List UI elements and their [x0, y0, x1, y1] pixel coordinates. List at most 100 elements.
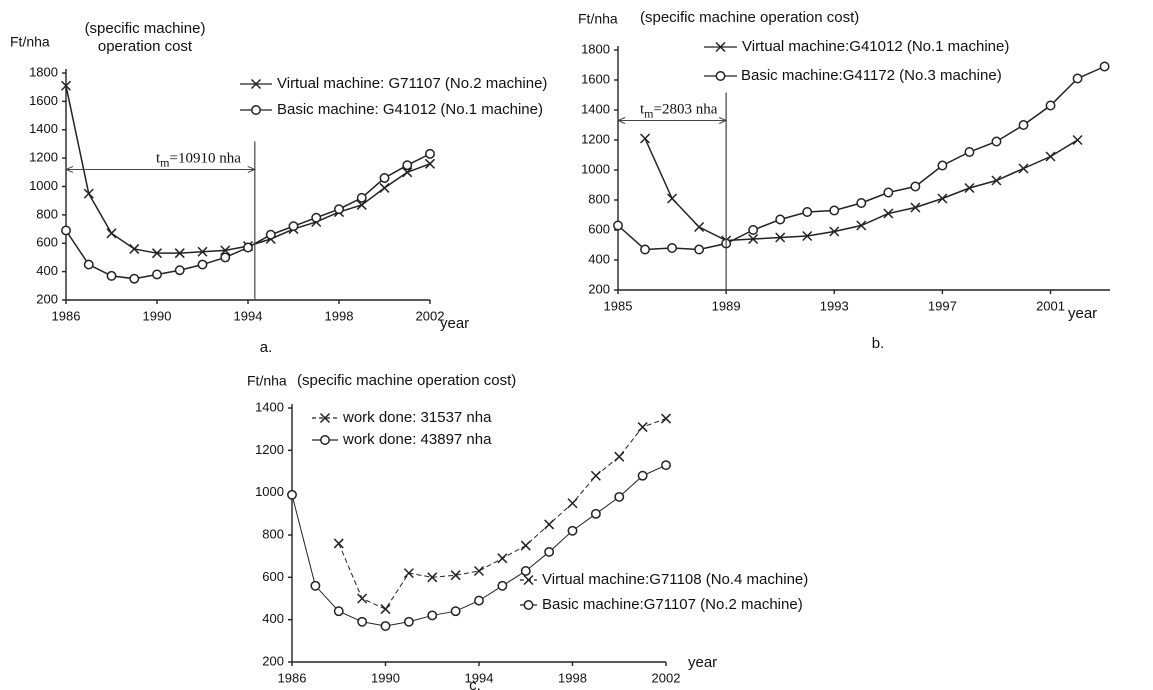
y-axis-note: (specific machine) operation cost — [84, 20, 206, 55]
marker-x — [356, 199, 367, 210]
legend-label: Basic machine: G41012 (No.1 machine) — [277, 101, 543, 118]
y-tick-label: 800 — [588, 191, 610, 206]
y-tick-label: 1000 — [29, 178, 58, 193]
y-tick-label: 1200 — [255, 442, 284, 457]
marker-o — [243, 242, 253, 253]
marker-o — [379, 173, 390, 183]
legend-label: Basic machine:G41172 (No.3 machine) — [741, 67, 1002, 84]
marker-o — [829, 205, 840, 216]
marker-o — [287, 489, 297, 500]
marker-x — [83, 188, 94, 199]
marker-o — [474, 595, 484, 606]
marker-o — [802, 207, 813, 217]
marker-x — [174, 248, 185, 259]
x-axis-label: year — [1068, 305, 1097, 322]
y-tick-label: 600 — [36, 235, 58, 250]
marker-o — [667, 243, 678, 253]
marker-o — [567, 525, 578, 536]
y-tick-label: 1600 — [581, 71, 610, 86]
marker-o — [320, 435, 330, 445]
x-tick-label: 1997 — [928, 298, 957, 313]
marker-x — [424, 158, 436, 169]
marker-o — [523, 600, 534, 610]
marker-o — [613, 220, 623, 231]
marker-x — [520, 540, 531, 551]
y-tick-label: 1000 — [581, 161, 610, 176]
marker-o — [715, 71, 726, 81]
legend-label: work done: 31537 nha — [342, 409, 492, 426]
y-tick-label: 800 — [36, 206, 58, 221]
marker-x — [523, 574, 534, 586]
marker-x — [197, 246, 208, 257]
y-axis-label: Ft/nha — [247, 373, 287, 389]
caption: a. — [260, 339, 273, 356]
y-tick-label: 600 — [262, 569, 284, 584]
marker-o — [590, 508, 601, 519]
marker-o — [83, 259, 94, 270]
marker-o — [356, 192, 367, 203]
legend-label: Basic machine:G71107 (No.2 machine) — [542, 596, 803, 613]
marker-x — [544, 519, 555, 530]
marker-x — [937, 193, 948, 204]
marker-o — [964, 147, 975, 157]
y-tick-label: 200 — [262, 653, 284, 668]
y-tick-label: 400 — [588, 251, 610, 266]
marker-o — [425, 148, 435, 159]
marker-x — [60, 80, 72, 91]
x-tick-label: 1985 — [604, 298, 633, 313]
caption: b. — [872, 335, 885, 352]
marker-x — [856, 220, 867, 231]
legend-label: Virtual machine: G71107 (No.2 machine) — [277, 75, 547, 92]
annotation-label: tm=2803 nha — [640, 102, 718, 120]
marker-o — [403, 616, 414, 627]
y-tick-label: 1800 — [29, 64, 58, 79]
marker-x — [802, 230, 813, 242]
marker-x — [1072, 134, 1083, 146]
marker-o — [614, 491, 625, 502]
marker-o — [1099, 61, 1110, 72]
x-tick-label: 1986 — [278, 670, 307, 685]
marker-o — [450, 606, 461, 617]
y-tick-label: 200 — [588, 281, 610, 296]
x-axis-label: year — [688, 654, 717, 671]
x-tick-label: 1994 — [234, 308, 263, 323]
y-axis-label: Ft/nha — [578, 11, 618, 27]
marker-o — [380, 621, 391, 631]
marker-x — [357, 593, 368, 604]
annotation-text: =10910 nha — [170, 151, 242, 167]
marker-x — [637, 422, 648, 433]
marker-o — [1018, 120, 1029, 130]
y-tick-label: 1000 — [255, 484, 284, 499]
marker-o — [520, 566, 531, 576]
marker-o — [640, 244, 650, 255]
marker-x — [379, 182, 390, 193]
marker-x — [427, 572, 438, 583]
marker-o — [265, 229, 276, 240]
marker-x — [1018, 163, 1029, 174]
marker-o — [288, 221, 299, 232]
marker-x — [640, 133, 651, 144]
x-tick-label: 1986 — [52, 308, 81, 323]
marker-o — [310, 580, 321, 591]
x-tick-label: 2001 — [1036, 298, 1065, 313]
marker-o — [637, 470, 648, 481]
marker-o — [61, 225, 71, 236]
y-tick-label: 1200 — [581, 131, 610, 146]
legend-label: work done: 43897 nha — [342, 431, 492, 448]
marker-o — [1072, 73, 1083, 84]
annotation-symbol: t — [156, 151, 161, 167]
y-tick-label: 400 — [36, 263, 58, 278]
x-tick-label: 1998 — [558, 670, 587, 685]
marker-o — [174, 265, 185, 276]
y-tick-label: 1600 — [29, 93, 58, 108]
annotation-label: tm=10910 nha — [156, 151, 241, 169]
marker-x — [991, 175, 1002, 186]
marker-x — [402, 167, 413, 178]
marker-x — [660, 413, 672, 424]
marker-o — [497, 580, 508, 591]
marker-o — [197, 259, 208, 270]
x-axis-label: year — [440, 315, 469, 332]
y-tick-label: 800 — [262, 526, 284, 541]
y-tick-label: 400 — [262, 611, 284, 626]
